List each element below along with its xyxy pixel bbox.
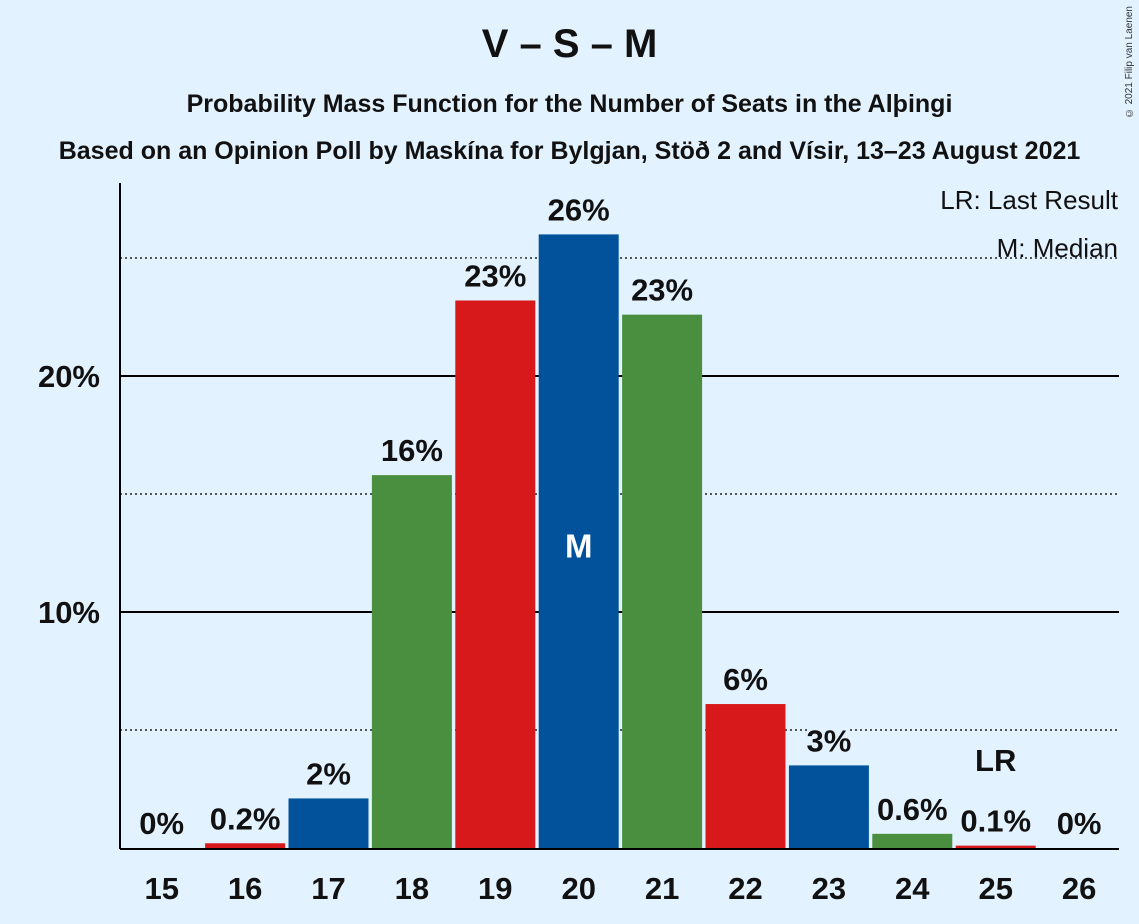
x-tick-label-17: 17	[311, 871, 345, 906]
bar-21	[622, 314, 703, 848]
bar-value-label-15: 0%	[139, 806, 184, 841]
bar-value-label-24: 0.6%	[877, 792, 948, 827]
bar-20	[538, 234, 619, 848]
bar-value-label-22: 6%	[723, 662, 768, 697]
bar-label-bg	[724, 662, 767, 699]
bar-19	[455, 300, 536, 849]
axes: 10% 20% 15 16 17 18 19 20 21 22 23 24 25 26	[38, 183, 1119, 906]
x-tick-label-16: 16	[228, 871, 262, 906]
x-tick-label-23: 23	[812, 871, 846, 906]
legend-last-result: LR: Last Result	[940, 185, 1119, 215]
bars	[205, 234, 1036, 849]
bar-24	[872, 833, 953, 848]
bar-labels: 0% 0.2% 2% 16% 23% 26% M 23% 6% 3% 0.6% 0.1% LR 0%	[139, 192, 1102, 842]
bar-17	[288, 798, 369, 848]
bar-value-label-21: 23%	[631, 273, 693, 308]
x-tick-label-22: 22	[728, 871, 762, 906]
x-tick-label-26: 26	[1062, 871, 1096, 906]
bar-label-bg	[140, 806, 183, 842]
bar-value-label-16: 0.2%	[210, 801, 281, 836]
x-tick-label-25: 25	[978, 871, 1012, 906]
bar-value-label-26: 0%	[1057, 806, 1102, 841]
bar-value-label-18: 16%	[381, 433, 443, 468]
bar-label-bg	[207, 801, 284, 838]
x-tick-label-18: 18	[395, 871, 429, 906]
median-marker: M	[565, 528, 593, 565]
legend-median: M: Median	[997, 233, 1118, 263]
bar-22	[705, 704, 786, 848]
bar-value-label-20: 26%	[548, 192, 610, 227]
last-result-marker: LR	[975, 743, 1016, 778]
chart-subtitle-source: Based on an Opinion Poll by Maskína for …	[58, 137, 1081, 165]
bar-23	[788, 765, 869, 848]
chart-subtitle: Probability Mass Function for the Number…	[186, 90, 953, 118]
bar-label-bg	[307, 756, 350, 793]
bar-label-bg	[807, 723, 850, 760]
gridlines	[120, 257, 1119, 731]
bar-label-bg	[874, 791, 951, 828]
bar-label-bg	[382, 433, 442, 470]
bar-value-label-17: 2%	[306, 756, 351, 791]
bar-value-label-19: 23%	[464, 258, 526, 293]
bar-label-bg	[957, 803, 1034, 840]
x-tick-label-20: 20	[561, 871, 595, 906]
y-tick-label: 20%	[38, 359, 100, 394]
bar-25	[955, 845, 1036, 848]
bar-18	[371, 475, 452, 848]
bar-value-label-23: 3%	[806, 723, 851, 758]
bar-16	[205, 843, 286, 848]
x-tick-label-15: 15	[144, 871, 178, 906]
bar-label-bg	[549, 192, 609, 229]
y-tick-label: 10%	[38, 595, 100, 630]
bar-label-bg	[465, 258, 525, 295]
x-tick-label-24: 24	[895, 871, 930, 906]
bar-label-bg	[632, 272, 692, 309]
x-tick-label-19: 19	[478, 871, 512, 906]
bar-label-bg	[1058, 806, 1101, 842]
legend: LR: Last Result M: Median	[940, 185, 1119, 263]
chart-title: V – S – M	[481, 22, 658, 66]
bar-value-label-25: 0.1%	[960, 804, 1031, 839]
x-tick-label-21: 21	[645, 871, 679, 906]
